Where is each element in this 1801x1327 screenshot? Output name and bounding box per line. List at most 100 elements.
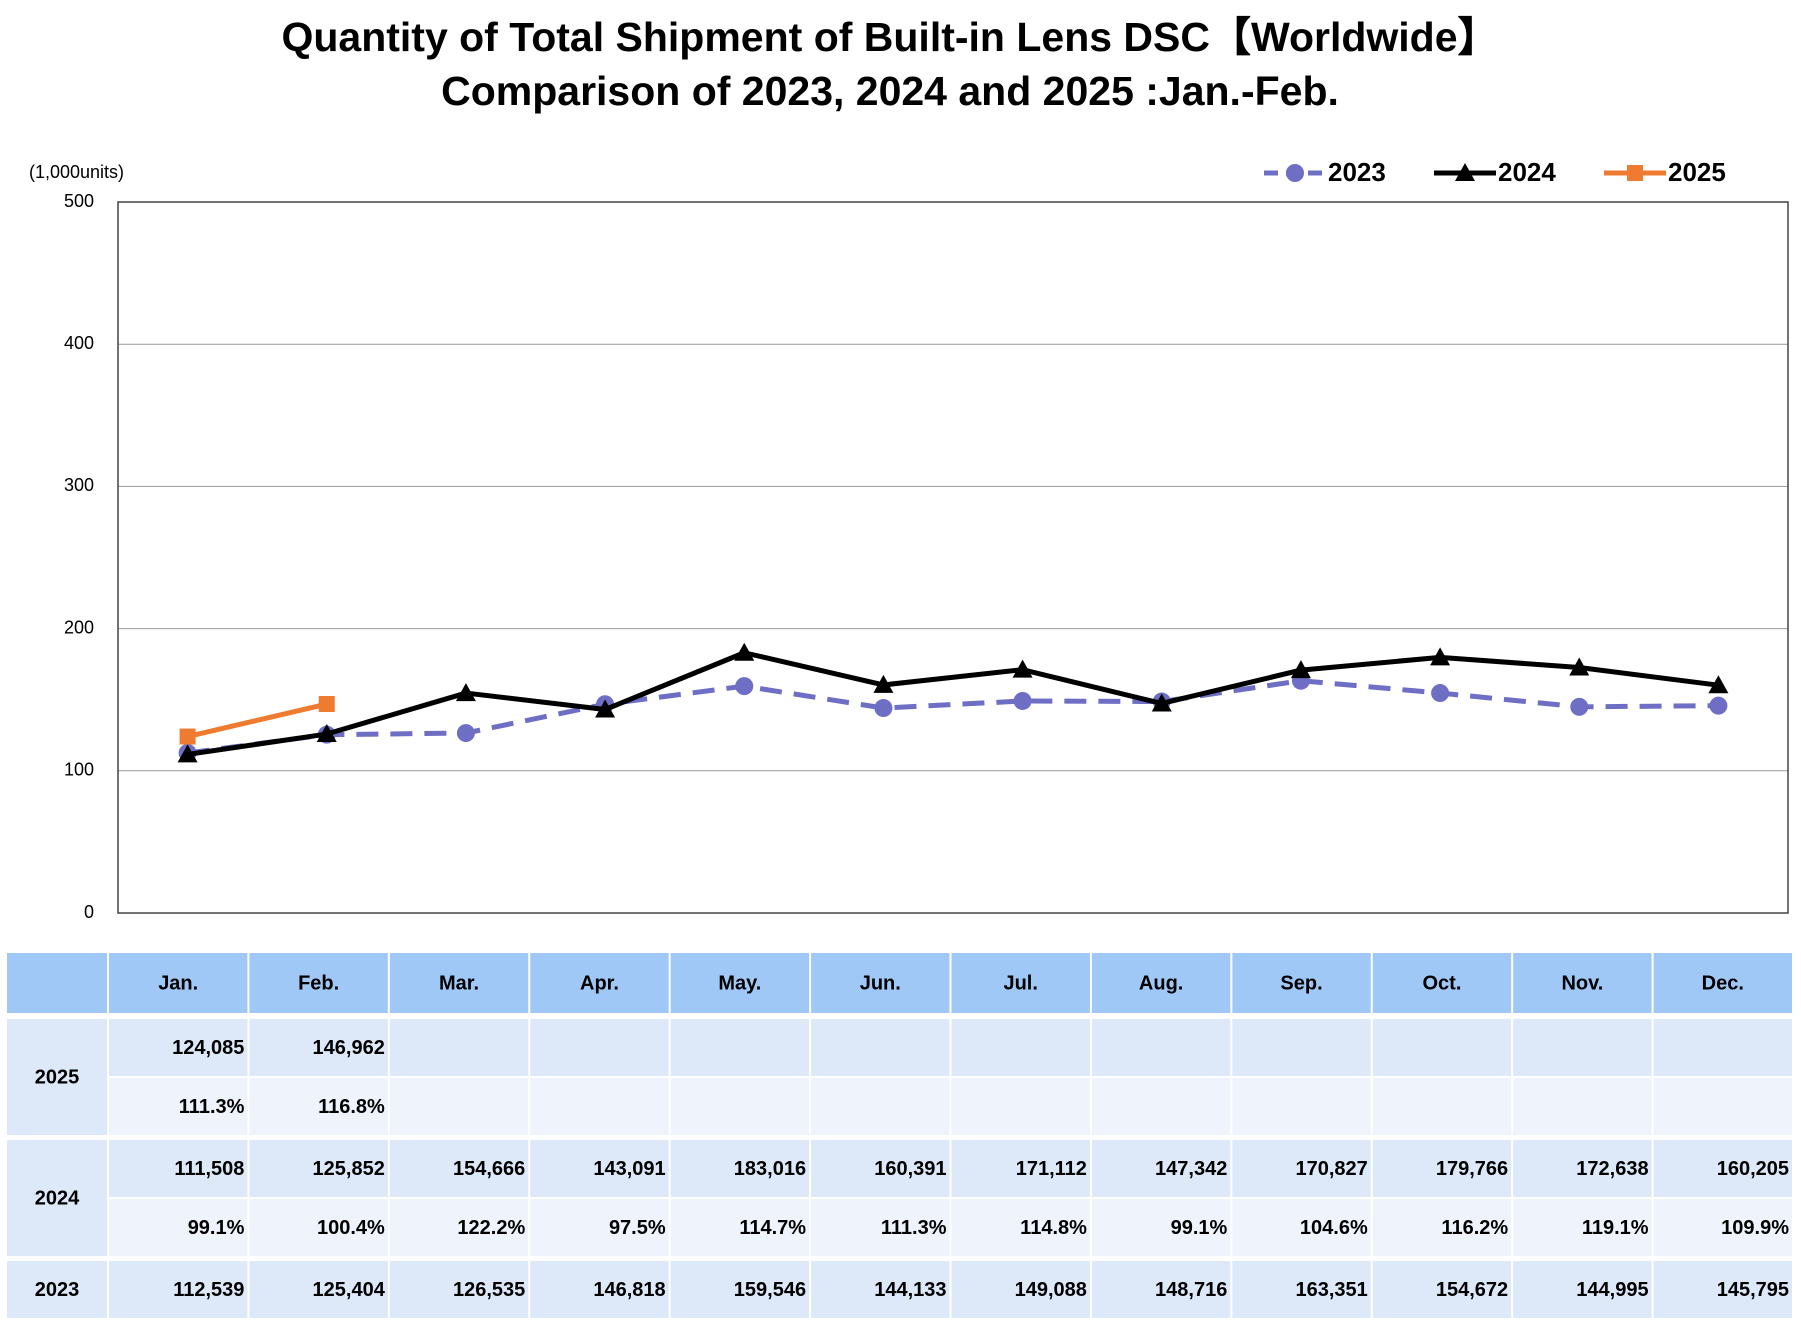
value-cell: 125,404: [313, 1279, 386, 1301]
marker: [316, 724, 337, 743]
table-cell: [1372, 953, 1512, 1013]
value-cell: 154,672: [1436, 1279, 1508, 1301]
table-cell: [389, 1019, 529, 1076]
table-cell: [389, 953, 529, 1013]
value-cell: 112,539: [173, 1279, 244, 1301]
marker: [455, 683, 476, 702]
table-cell: [1232, 1261, 1371, 1318]
value-cell: 147,342: [1155, 1158, 1227, 1180]
column-header: Jan.: [158, 972, 198, 994]
table-cell: [1372, 1078, 1512, 1135]
table-cell: [1091, 1019, 1231, 1076]
table-cell: [389, 1261, 529, 1318]
table-cell: [1653, 1078, 1792, 1135]
ratio-cell: 122.2%: [457, 1217, 525, 1239]
series-line: [187, 678, 1719, 756]
table-cell: [811, 1199, 950, 1256]
value-cell: 125,852: [313, 1158, 385, 1180]
legend-label: 2023: [1328, 157, 1386, 187]
table-cell: [1091, 1261, 1231, 1318]
table-cell: [1513, 1261, 1652, 1318]
value-cell: 149,088: [1015, 1279, 1087, 1301]
marker: [873, 674, 894, 693]
column-header: Sep.: [1280, 972, 1322, 994]
marker: [1455, 163, 1475, 181]
table-cell: [109, 1140, 248, 1197]
table-cell: [670, 1261, 810, 1318]
ratio-cell: 97.5%: [609, 1217, 666, 1239]
table-cell: [670, 1140, 810, 1197]
table-cell: [389, 1140, 529, 1197]
table-cell: [1653, 1140, 1792, 1197]
table-cell: [1372, 1261, 1512, 1318]
value-cell: 148,716: [1155, 1279, 1227, 1301]
marker: [177, 744, 198, 763]
value-cell: 111,508: [174, 1158, 244, 1180]
table-cell: [1232, 1199, 1371, 1256]
table-cell: [1232, 953, 1371, 1013]
y-tick-label: 200: [64, 617, 94, 637]
table-cell: [530, 1140, 669, 1197]
table-cell: [1653, 1019, 1792, 1076]
value-cell: 183,016: [734, 1158, 806, 1180]
table-cell: [811, 1078, 950, 1135]
marker: [735, 677, 754, 696]
marker: [318, 696, 335, 713]
table-cell: [1091, 1199, 1231, 1256]
table-cell: [109, 1199, 248, 1256]
table-cell: [249, 1078, 388, 1135]
table-cell: [1653, 953, 1792, 1013]
plot-frame: [117, 201, 1789, 914]
column-header: Feb.: [298, 972, 339, 994]
table-cell: [811, 1019, 950, 1076]
marker: [1627, 165, 1643, 181]
table-cell: [670, 953, 810, 1013]
y-tick-label: 0: [84, 902, 94, 922]
ratio-cell: 114.8%: [1020, 1217, 1087, 1239]
table-cell: [811, 1261, 950, 1318]
value-cell: 172,638: [1576, 1158, 1648, 1180]
ratio-cell: 111.3%: [881, 1217, 947, 1239]
ratio-cell: 109.9%: [1721, 1217, 1789, 1239]
value-cell: 126,535: [453, 1279, 525, 1301]
table-cell: [7, 1140, 107, 1256]
table-cell: [811, 1140, 950, 1197]
value-cell: 160,205: [1717, 1158, 1789, 1180]
value-cell: 159,546: [734, 1279, 806, 1301]
column-header: Mar.: [439, 972, 479, 994]
ratio-cell: 104.6%: [1300, 1217, 1368, 1239]
marker: [1570, 697, 1589, 716]
table-cell: [109, 953, 248, 1013]
table-cell: [1232, 1140, 1371, 1197]
table-cell: [951, 1078, 1090, 1135]
table-cell: [530, 1261, 669, 1318]
table-cell: [249, 953, 388, 1013]
column-header: May.: [718, 972, 761, 994]
table-cell: [951, 1261, 1090, 1318]
value-cell: 163,351: [1295, 1279, 1367, 1301]
legend-label: 2024: [1498, 157, 1556, 187]
value-cell: 144,995: [1576, 1279, 1648, 1301]
table-cell: [670, 1199, 810, 1256]
value-cell: 146,818: [593, 1279, 665, 1301]
table-cell: [1513, 1019, 1652, 1076]
table-cell: [1091, 1140, 1231, 1197]
table-cell: [249, 1019, 388, 1076]
marker: [1430, 647, 1451, 666]
marker: [1431, 684, 1450, 703]
value-cell: 145,795: [1717, 1279, 1789, 1301]
marker: [1708, 675, 1729, 694]
table-cell: [1232, 1019, 1371, 1076]
value-cell: 144,133: [874, 1279, 946, 1301]
table-cell: [951, 1199, 1090, 1256]
row-header: 2023: [35, 1279, 80, 1301]
marker: [1290, 660, 1311, 679]
table-cell: [670, 1078, 810, 1135]
marker: [1569, 657, 1590, 676]
column-header: Apr.: [580, 972, 619, 994]
value-cell: 160,391: [874, 1158, 946, 1180]
y-tick-label: 300: [64, 475, 94, 495]
table-cell: [951, 1140, 1090, 1197]
marker: [1012, 659, 1033, 678]
